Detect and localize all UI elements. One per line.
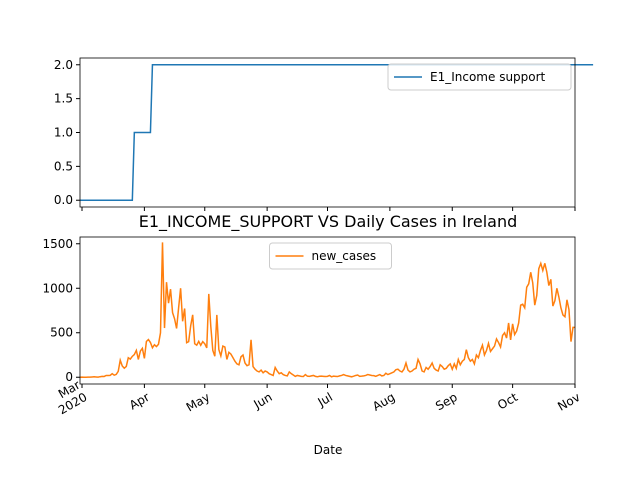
legend-label: E1_Income support — [430, 70, 546, 84]
x-tick-label-line: Jun — [251, 390, 275, 412]
x-tick-label-line: Sep — [433, 390, 460, 413]
x-tick-label-line: Jul — [315, 390, 335, 410]
x-tick-label: Oct — [495, 390, 520, 413]
x-tick-label-line: Nov — [555, 390, 582, 414]
x-tick-label: Jul — [315, 390, 335, 410]
chart-title: E1_INCOME_SUPPORT VS Daily Cases in Irel… — [139, 212, 518, 232]
x-tick-label: Apr — [127, 390, 152, 413]
x-tick-label-line: Oct — [495, 390, 520, 413]
axes-frame — [79, 236, 576, 385]
x-tick-label: Sep — [433, 390, 460, 413]
line-series — [79, 242, 575, 378]
x-tick-label-line: Aug — [370, 390, 397, 414]
x-tick-label: Nov — [555, 390, 582, 414]
y-tick-label: 0.0 — [54, 193, 73, 207]
y-tick-label: 1000 — [42, 281, 73, 295]
x-tick-label: Jun — [251, 390, 275, 412]
y-tick-label: 500 — [50, 326, 73, 340]
legend-box — [387, 63, 572, 91]
x-tick-label: May — [184, 390, 212, 415]
y-tick-label: 0 — [65, 370, 73, 384]
y-tick-label: 2.0 — [54, 58, 73, 72]
x-tick-label-line: May — [184, 390, 212, 415]
x-tick-label: Aug — [370, 390, 397, 414]
y-tick-label: 1.5 — [54, 92, 73, 106]
legend-box — [269, 242, 392, 270]
x-tick-label-line: Apr — [127, 390, 152, 413]
x-axis-label: Date — [314, 443, 343, 457]
axes-frame — [79, 57, 576, 208]
y-tick-label: 0.5 — [54, 159, 73, 173]
legend-label: new_cases — [312, 249, 377, 263]
y-tick-label: 1.0 — [54, 126, 73, 140]
y-tick-label: 1500 — [42, 237, 73, 251]
